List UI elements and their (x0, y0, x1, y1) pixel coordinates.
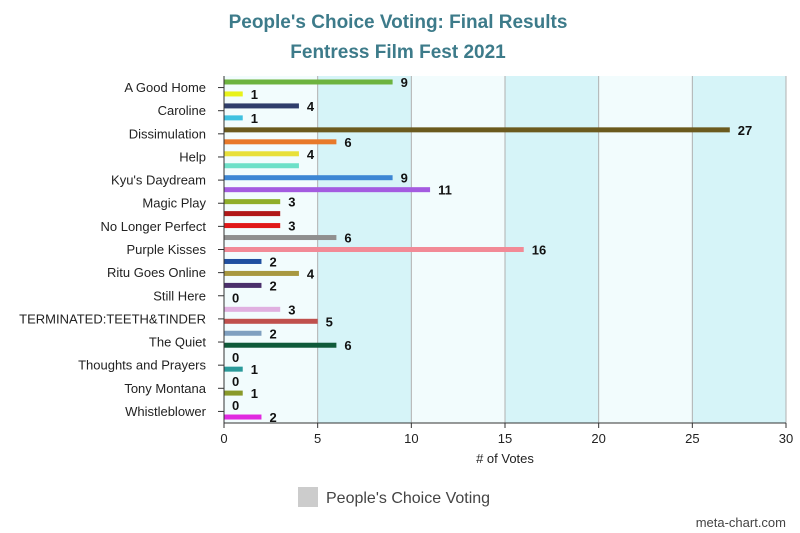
x-tick-label: 30 (779, 431, 793, 446)
category-label: Still Here (153, 288, 206, 303)
bar[interactable] (224, 414, 262, 420)
bar-value-label: 6 (344, 135, 351, 150)
bar[interactable] (224, 139, 337, 145)
bar[interactable] (224, 79, 393, 85)
bar[interactable] (224, 270, 299, 276)
legend-swatch[interactable] (298, 487, 318, 507)
bar-value-label: 9 (401, 75, 408, 90)
bar-value-label: 1 (251, 362, 258, 377)
bar[interactable] (224, 151, 299, 157)
plot-band (692, 76, 786, 423)
bar-value-label: 3 (288, 219, 295, 234)
bar-value-label: 4 (307, 266, 315, 281)
bar[interactable] (224, 282, 262, 288)
bar-value-label: 4 (307, 99, 315, 114)
bar-value-label: 3 (288, 302, 295, 317)
category-label: Kyu's Daydream (111, 173, 206, 188)
category-label: No Longer Perfect (100, 219, 206, 234)
legend-label[interactable]: People's Choice Voting (326, 490, 490, 507)
x-tick-label: 0 (220, 431, 227, 446)
bar-value-label: 9 (401, 171, 408, 186)
bar-value-label: 16 (532, 243, 546, 258)
bar[interactable] (224, 223, 281, 229)
x-tick-label: 5 (314, 431, 321, 446)
bar[interactable] (224, 211, 281, 217)
bar[interactable] (224, 127, 730, 133)
bar[interactable] (224, 330, 262, 336)
x-tick-label: 20 (591, 431, 605, 446)
x-axis-title: # of Votes (476, 451, 534, 466)
bar-value-label: 11 (438, 183, 452, 198)
bar-value-label: 2 (269, 410, 276, 425)
bar-value-label: 1 (251, 386, 258, 401)
bar-value-label: 4 (307, 147, 315, 162)
bar-value-label: 2 (269, 254, 276, 269)
category-label: Purple Kisses (127, 242, 207, 257)
category-label: The Quiet (149, 335, 206, 350)
bar-value-label: 2 (269, 278, 276, 293)
bar-value-label: 27 (738, 123, 752, 138)
category-label: Thoughts and Prayers (78, 358, 206, 373)
bar[interactable] (224, 235, 337, 241)
chart-subtitle: Fentress Film Fest 2021 (290, 42, 506, 63)
bar-value-label: 5 (326, 314, 333, 329)
bar[interactable] (224, 103, 299, 109)
category-label: TERMINATED:TEETH&TINDER (19, 311, 206, 326)
bar[interactable] (224, 342, 337, 348)
category-label: Ritu Goes Online (107, 265, 206, 280)
category-label: Whistleblower (125, 404, 207, 419)
category-label: Tony Montana (124, 381, 206, 396)
bar-value-label: 1 (251, 111, 258, 126)
bar[interactable] (224, 390, 243, 396)
category-label: Magic Play (142, 196, 206, 211)
bar[interactable] (224, 91, 243, 97)
category-label: Caroline (158, 103, 206, 118)
category-label: Help (179, 149, 206, 164)
bar[interactable] (224, 306, 281, 312)
bar[interactable] (224, 199, 281, 205)
bar-value-label: 2 (269, 326, 276, 341)
bar[interactable] (224, 318, 318, 324)
bar-value-label: 3 (288, 195, 295, 210)
credit-text: meta-chart.com (696, 515, 786, 530)
category-label: A Good Home (124, 80, 206, 95)
bar[interactable] (224, 163, 299, 169)
bar[interactable] (224, 247, 524, 252)
bar[interactable] (224, 115, 243, 121)
chart-title: People's Choice Voting: Final Results (229, 12, 568, 33)
bar-value-label: 0 (232, 398, 239, 413)
x-tick-label: 25 (685, 431, 699, 446)
category-label: Dissimulation (129, 126, 206, 141)
bar-value-label: 0 (232, 374, 239, 389)
plot-band (598, 76, 693, 423)
bar-value-label: 6 (344, 338, 351, 353)
bar[interactable] (224, 187, 431, 193)
bar-value-label: 0 (232, 350, 239, 365)
bar[interactable] (224, 258, 262, 264)
bar[interactable] (224, 366, 243, 372)
x-tick-label: 10 (404, 431, 418, 446)
x-tick-label: 15 (498, 431, 512, 446)
bar[interactable] (224, 175, 393, 181)
bar-value-label: 1 (251, 87, 258, 102)
bar-value-label: 0 (232, 290, 239, 305)
bar-value-label: 6 (344, 231, 351, 246)
